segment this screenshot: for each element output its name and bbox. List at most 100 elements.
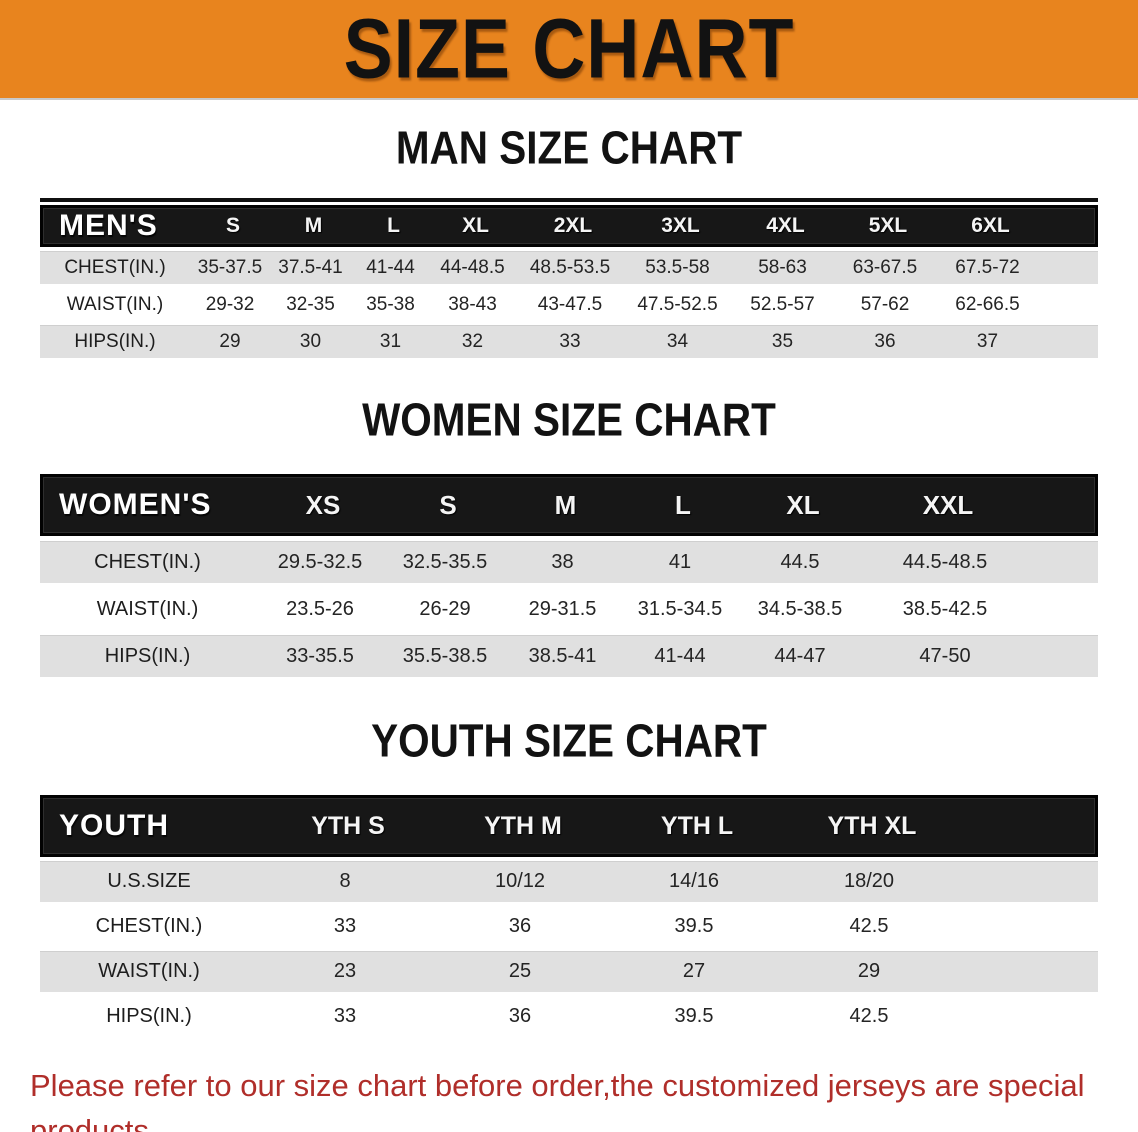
table-header-row: WOMEN'S XS S M L XL XXL (40, 474, 1098, 536)
size-value-cell: 34.5-38.5 (757, 597, 843, 620)
size-value-cell: 33 (333, 1005, 357, 1027)
table-row: HIPS(IN.) 33 36 39.5 42.5 (40, 996, 1098, 1037)
size-value-cell: 57-62 (860, 293, 910, 315)
size-value-cell: 38-43 (448, 293, 497, 315)
column-header: 4XL (766, 214, 805, 237)
youth-size-table: YOUTH YTH S YTH M YTH L YTH XL U.S.SIZE 8 10/12… (40, 795, 1098, 1037)
column-header: M (554, 489, 577, 520)
size-value-cell: 29-32 (205, 293, 255, 315)
size-value-cell: 47-50 (919, 644, 971, 667)
size-value-cell: 36 (508, 915, 532, 937)
size-value-cell: 33 (333, 915, 357, 937)
size-value-cell: 33-35.5 (286, 644, 354, 667)
size-value-cell: 23 (333, 960, 357, 982)
size-value-cell: 44-47 (774, 644, 826, 667)
size-value-cell: 29 (219, 330, 241, 352)
table-group-label: YOUTH (59, 809, 169, 842)
size-value-cell: 30 (299, 330, 322, 352)
table-row: HIPS(IN.) 33-35.5 35.5-38.5 38.5-41 41-44 44-… (40, 635, 1098, 677)
size-value-cell: 44-48.5 (440, 256, 505, 278)
row-label: HIPS(IN.) (104, 644, 191, 667)
table-row: WAIST(IN.) 23 25 27 29 (40, 951, 1098, 992)
size-value-cell: 27 (682, 960, 706, 982)
size-value-cell: 36 (508, 1005, 532, 1027)
mens-size-table: MEN'S S M L XL 2XL 3XL 4XL 5XL 6XL CHEST(IN.) 35-37… (40, 198, 1098, 358)
row-label: HIPS(IN.) (106, 1005, 192, 1027)
row-label: WAIST(IN.) (66, 293, 164, 315)
size-value-cell: 44.5-48.5 (902, 550, 988, 573)
size-value-cell: 37.5-41 (278, 256, 343, 278)
size-value-cell: 32.5-35.5 (402, 550, 488, 573)
size-value-cell: 37 (976, 330, 999, 352)
column-header: L (675, 489, 691, 520)
column-header: M (304, 214, 323, 237)
column-header: 2XL (553, 214, 593, 237)
column-header: XS (305, 489, 341, 520)
size-value-cell: 29-31.5 (528, 597, 597, 620)
womens-section-heading: WOMEN SIZE CHART (362, 394, 776, 447)
size-value-cell: 44.5 (780, 550, 820, 573)
order-note-line1: Please refer to our size chart before or… (30, 1068, 1085, 1132)
size-value-cell: 34 (666, 330, 689, 352)
size-value-cell: 38 (551, 550, 574, 573)
column-header: YTH L (660, 811, 734, 840)
size-value-cell: 10/12 (494, 870, 546, 892)
table-group-label: MEN'S (59, 209, 158, 242)
size-value-cell: 32 (461, 330, 484, 352)
column-header: S (439, 489, 457, 520)
size-value-cell: 33 (559, 330, 581, 352)
row-label: HIPS(IN.) (74, 330, 156, 352)
size-value-cell: 41 (668, 550, 692, 573)
row-label: CHEST(IN.) (94, 550, 201, 573)
column-header: YTH XL (827, 811, 917, 840)
womens-size-table: WOMEN'S XS S M L XL XXL CHEST(IN.) 29.5-32.5 32.5… (40, 474, 1098, 677)
size-value-cell: 32-35 (286, 293, 335, 315)
row-label: CHEST(IN.) (64, 256, 166, 278)
size-value-cell: 53.5-58 (645, 256, 710, 278)
column-header: YTH S (311, 811, 385, 840)
size-value-cell: 43-47.5 (537, 293, 603, 315)
table-header-row: MEN'S S M L XL 2XL 3XL 4XL 5XL 6XL (40, 205, 1098, 247)
size-value-cell: 42.5 (849, 915, 889, 937)
row-label: CHEST(IN.) (95, 915, 203, 937)
column-header: 5XL (868, 214, 908, 237)
size-value-cell: 41-44 (366, 256, 415, 278)
table-row: U.S.SIZE 8 10/12 14/16 18/20 (40, 861, 1098, 902)
size-value-cell: 42.5 (849, 1005, 889, 1027)
size-value-cell: 38.5-41 (528, 644, 597, 667)
size-value-cell: 35.5-38.5 (402, 644, 488, 667)
size-value-cell: 48.5-53.5 (529, 256, 611, 278)
size-value-cell: 35-37.5 (197, 256, 263, 278)
column-header: 3XL (661, 214, 700, 237)
size-value-cell: 36 (874, 330, 896, 352)
size-value-cell: 29 (857, 960, 881, 982)
size-value-cell: 38.5-42.5 (902, 597, 988, 620)
size-value-cell: 39.5 (674, 915, 714, 937)
size-value-cell: 63-67.5 (852, 256, 918, 278)
size-value-cell: 62-66.5 (955, 293, 1020, 315)
table-row: WAIST(IN.) 29-32 32-35 35-38 38-43 43-47.5 47.… (40, 288, 1098, 321)
mens-section-heading: MAN SIZE CHART (395, 122, 743, 175)
size-value-cell: 58-63 (758, 256, 807, 278)
size-value-cell: 25 (508, 960, 532, 982)
table-row: CHEST(IN.) 35-37.5 37.5-41 41-44 44-48.5 48.5… (40, 251, 1098, 284)
size-chart-banner: SIZE CHART (0, 0, 1138, 100)
table-header-row: YOUTH YTH S YTH M YTH L YTH XL (40, 795, 1098, 857)
column-header: L (387, 214, 400, 237)
table-row: CHEST(IN.) 29.5-32.5 32.5-35.5 38 41 44.5 44.5… (40, 541, 1098, 583)
table-row: WAIST(IN.) 23.5-26 26-29 29-31.5 31.5-34.5 34… (40, 588, 1098, 630)
size-value-cell: 31 (379, 330, 402, 352)
youth-section-heading: YOUTH SIZE CHART (371, 715, 767, 768)
size-value-cell: 29.5-32.5 (277, 550, 363, 573)
order-note: Please refer to our size chart before or… (30, 1063, 1108, 1132)
size-value-cell: 18/20 (843, 870, 895, 892)
column-header: XL (786, 489, 820, 520)
size-value-cell: 52.5-57 (750, 293, 815, 315)
table-row: HIPS(IN.) 29 30 31 32 33 34 35 36 37 (40, 325, 1098, 358)
size-value-cell: 26-29 (419, 597, 471, 620)
page-title: SIZE CHART (343, 1, 795, 96)
size-value-cell: 41-44 (654, 644, 706, 667)
size-value-cell: 23.5-26 (286, 597, 354, 620)
table-group-label: WOMEN'S (59, 488, 212, 521)
